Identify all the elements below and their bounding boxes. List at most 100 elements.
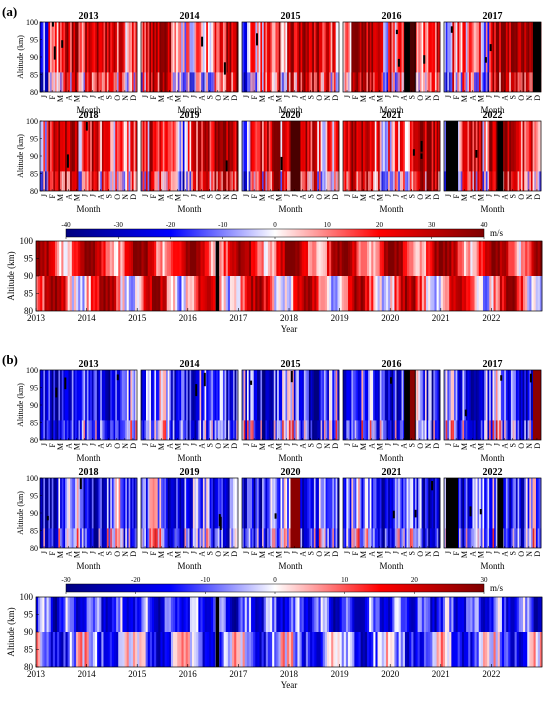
field-cell	[297, 72, 300, 92]
field-cell	[364, 241, 368, 276]
field-cell	[358, 121, 361, 191]
field-cell	[217, 72, 220, 92]
field-cell	[529, 420, 532, 440]
field-cell	[383, 276, 387, 311]
field-cell	[423, 528, 426, 548]
field-cell	[194, 597, 197, 632]
field-cell	[324, 276, 328, 311]
subplot-frame	[140, 369, 239, 441]
field-cell	[224, 420, 227, 440]
field-cell	[51, 72, 54, 92]
field-cell	[121, 370, 125, 440]
field-cell	[394, 171, 397, 191]
field-cell	[497, 597, 501, 632]
field-cell	[442, 241, 446, 276]
field-cell	[394, 528, 397, 548]
field-cell	[493, 632, 497, 667]
field-cell	[226, 370, 229, 440]
month-tick-label: M	[476, 194, 485, 201]
field-cell	[276, 597, 279, 632]
field-cell	[438, 241, 442, 276]
field-cell	[287, 121, 290, 191]
field-cell	[419, 478, 422, 548]
field-cell	[83, 528, 86, 548]
field-cell	[436, 632, 440, 667]
field-cell	[507, 478, 510, 548]
field-cell	[327, 370, 330, 440]
field-cell	[514, 72, 517, 92]
field-cell	[424, 478, 428, 548]
field-cell	[388, 370, 391, 440]
field-cell	[333, 276, 336, 311]
field-cell	[376, 420, 379, 440]
field-cell	[297, 276, 300, 311]
field-cell	[300, 72, 303, 92]
field-cell	[522, 171, 525, 191]
field-cell	[310, 597, 313, 632]
field-cell	[45, 171, 48, 191]
field-cell	[265, 632, 269, 667]
field-cell	[467, 528, 470, 548]
field-cell	[46, 72, 49, 92]
field-cell	[192, 22, 195, 92]
month-tick-label: F	[351, 193, 360, 198]
month-tick-label: J	[40, 443, 49, 446]
field-cell	[167, 171, 170, 191]
field-cell	[369, 597, 372, 632]
field-cell	[268, 171, 271, 191]
field-cell	[433, 121, 436, 191]
field-cell	[489, 171, 492, 191]
field-cell	[181, 276, 184, 311]
field-cell	[295, 420, 298, 440]
field-cell	[242, 241, 246, 276]
field-cell	[298, 420, 301, 440]
field-cell	[314, 276, 317, 311]
field-cell	[273, 528, 276, 548]
field-cell	[257, 72, 260, 92]
field-cell	[262, 22, 265, 92]
month-tick-label: A	[367, 95, 376, 101]
field-cell	[67, 632, 71, 667]
field-cell	[242, 528, 245, 548]
field-cell	[325, 171, 328, 191]
field-cell	[393, 528, 396, 548]
month-tick-label: A	[165, 443, 174, 449]
field-cell	[263, 241, 267, 276]
field-cell	[78, 597, 81, 632]
field-cell	[434, 370, 438, 440]
field-cell	[449, 22, 452, 92]
field-cell	[416, 420, 419, 440]
field-cell	[67, 276, 71, 311]
field-cell	[457, 597, 461, 632]
field-cell	[539, 276, 543, 311]
field-cell	[40, 528, 43, 548]
field-cell	[42, 632, 45, 667]
field-cell	[385, 241, 389, 276]
field-cell	[177, 241, 180, 276]
field-cell	[534, 528, 537, 548]
field-cell	[126, 22, 130, 92]
field-cell	[287, 420, 290, 440]
field-cell	[434, 528, 438, 548]
field-cell	[478, 241, 482, 276]
field-cell	[164, 171, 167, 191]
month-tick-label: N	[121, 551, 130, 557]
field-cell	[492, 171, 495, 191]
field-cell	[449, 276, 452, 311]
field-cell	[175, 241, 178, 276]
field-cell	[54, 241, 58, 276]
field-cell	[48, 121, 51, 191]
field-cell	[207, 72, 210, 92]
x-axis-label: Month	[76, 105, 101, 115]
field-cell	[312, 72, 315, 92]
field-cell	[508, 632, 511, 667]
field-cell	[344, 420, 347, 440]
field-cell	[147, 370, 150, 440]
field-cell	[452, 420, 455, 440]
field-cell	[103, 370, 106, 440]
field-cell	[444, 72, 447, 92]
field-cell	[428, 370, 431, 440]
field-cell	[459, 632, 463, 667]
field-cell	[318, 528, 321, 548]
